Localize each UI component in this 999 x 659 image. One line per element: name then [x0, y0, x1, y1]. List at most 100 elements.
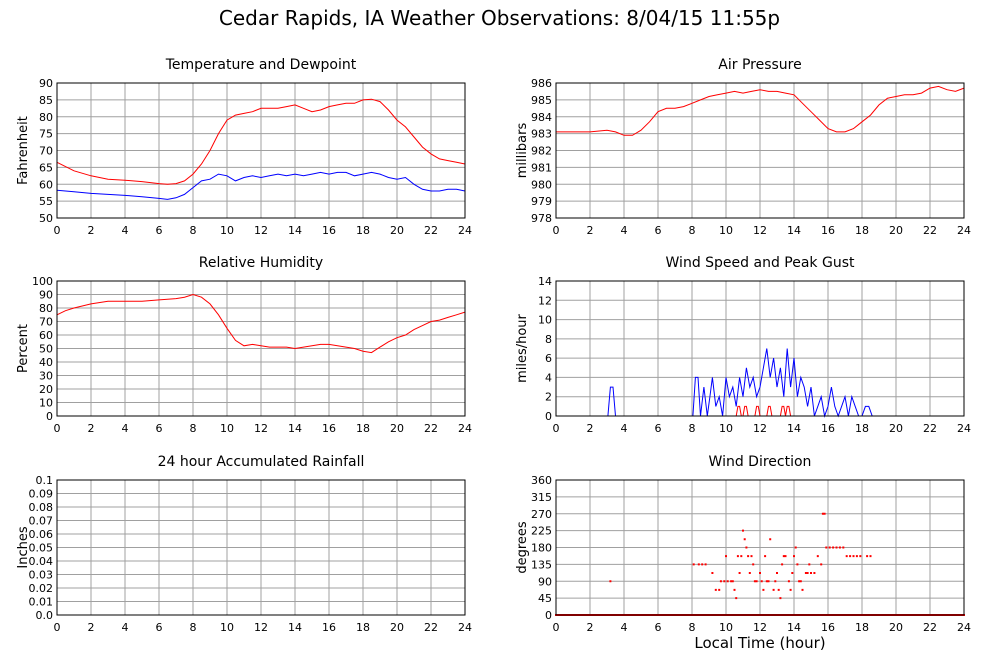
data-point — [704, 563, 707, 566]
y-tick-label: 135 — [531, 558, 552, 571]
x-tick-label: 2 — [587, 224, 594, 237]
x-tick-label: 2 — [587, 422, 594, 435]
x-tick-label: 12 — [254, 224, 268, 237]
x-tick-label: 6 — [655, 621, 662, 634]
x-tick-label: 4 — [122, 422, 129, 435]
y-axis-label: Inches — [16, 526, 31, 568]
data-point — [793, 555, 795, 558]
data-point — [774, 580, 777, 583]
x-tick-label: 2 — [88, 224, 95, 237]
y-axis-label: degrees — [515, 521, 530, 574]
data-point — [784, 555, 787, 558]
y-tick-label: 8 — [545, 333, 552, 346]
y-tick-label: 10 — [39, 397, 53, 410]
y-tick-label: 50 — [39, 343, 53, 356]
data-point — [747, 555, 750, 558]
x-tick-label: 16 — [821, 224, 835, 237]
wind-series-1-line — [556, 348, 964, 418]
y-tick-label: 0.06 — [29, 528, 54, 541]
data-point — [697, 563, 700, 566]
data-point — [789, 588, 792, 591]
x-tick-label: 8 — [190, 422, 197, 435]
x-tick-label: 8 — [190, 224, 197, 237]
x-tick-label: 0 — [553, 224, 560, 237]
data-point — [813, 572, 816, 574]
data-point — [838, 546, 841, 549]
x-tick-label: 20 — [889, 621, 903, 634]
y-tick-label: 100 — [32, 275, 53, 288]
chart-title: Air Pressure — [718, 57, 801, 73]
y-tick-label: 60 — [39, 178, 53, 191]
data-point — [725, 555, 727, 558]
x-tick-label: 2 — [88, 422, 95, 435]
x-tick-label: 18 — [855, 224, 869, 237]
x-tick-label: 10 — [220, 422, 234, 435]
data-point — [730, 580, 733, 583]
data-point — [825, 546, 828, 549]
data-point — [832, 546, 835, 549]
data-point — [859, 555, 862, 558]
y-tick-label: 90 — [39, 77, 53, 90]
y-tick-label: 90 — [538, 575, 552, 588]
y-tick-label: 2 — [545, 391, 552, 404]
x-tick-label: 0 — [553, 621, 560, 634]
y-tick-label: 14 — [538, 275, 552, 288]
y-tick-label: 270 — [531, 508, 552, 521]
y-tick-label: 0.04 — [29, 555, 54, 568]
y-axis-label: Fahrenheit — [16, 116, 31, 185]
data-point — [852, 555, 855, 558]
plot-frame — [555, 82, 965, 219]
data-point — [760, 580, 763, 583]
x-tick-label: 6 — [156, 422, 163, 435]
data-point — [719, 580, 722, 583]
data-point — [823, 512, 826, 515]
y-tick-label: 55 — [39, 195, 53, 208]
x-tick-label: 10 — [220, 224, 234, 237]
x-tick-label: 14 — [288, 224, 302, 237]
x-tick-label: 10 — [719, 422, 733, 435]
x-tick-label: 0 — [54, 422, 61, 435]
x-tick-label: 8 — [190, 621, 197, 634]
x-tick-label: 10 — [220, 621, 234, 634]
data-point — [767, 580, 770, 583]
data-point — [762, 588, 765, 591]
y-tick-label: 10 — [538, 314, 552, 327]
temp-series-2-line — [56, 171, 466, 200]
data-point — [609, 580, 612, 583]
y-tick-label: 6 — [545, 352, 552, 365]
y-tick-label: 984 — [531, 111, 552, 124]
x-tick-label: 14 — [288, 422, 302, 435]
data-point — [743, 538, 746, 541]
plot-frame — [56, 280, 466, 417]
data-point — [701, 563, 704, 566]
x-tick-label: 20 — [390, 621, 404, 634]
x-tick-label: 6 — [655, 224, 662, 237]
x-tick-label: 24 — [957, 621, 971, 634]
x-tick-label: 8 — [689, 621, 696, 634]
y-tick-label: 0.1 — [36, 474, 54, 487]
data-point — [692, 563, 695, 566]
x-tick-label: 12 — [753, 621, 767, 634]
y-tick-label: 0 — [545, 410, 552, 423]
y-axis-label: Percent — [16, 324, 31, 373]
x-tick-label: 22 — [923, 224, 937, 237]
data-point — [845, 555, 848, 558]
data-point — [810, 572, 812, 574]
x-tick-label: 24 — [458, 224, 472, 237]
y-tick-label: 0.01 — [29, 596, 54, 609]
plot-frame — [555, 479, 965, 616]
data-point — [849, 555, 852, 558]
x-tick-label: 0 — [553, 422, 560, 435]
y-tick-label: 315 — [531, 491, 552, 504]
data-point — [842, 546, 845, 549]
x-tick-label: 16 — [821, 422, 835, 435]
page-title: Cedar Rapids, IA Weather Observations: 8… — [218, 6, 781, 30]
x-tick-label: 16 — [322, 621, 336, 634]
data-point — [828, 546, 831, 549]
x-tick-label: 2 — [88, 621, 95, 634]
x-tick-label: 18 — [855, 422, 869, 435]
data-point — [835, 546, 838, 549]
